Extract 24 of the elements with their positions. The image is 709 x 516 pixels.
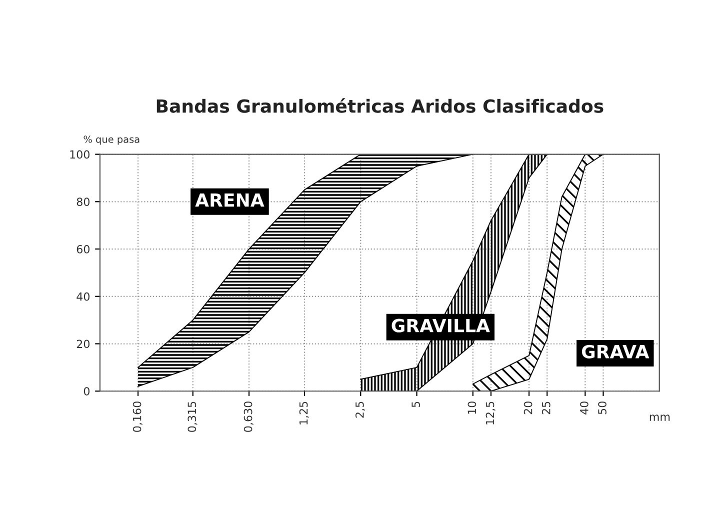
y-tick-label: 80 (76, 198, 90, 206)
x-axis-title: mm (650, 414, 670, 421)
series-label: GRAVILLA (392, 318, 490, 332)
x-tick-label: 25 (542, 402, 550, 414)
x-tick-label: 10 (468, 402, 476, 414)
x-tick-label: 40 (580, 402, 588, 414)
x-tick-label: 2,5 (355, 402, 365, 418)
x-tick-label: 20 (524, 402, 532, 414)
y-tick-label: 100 (70, 150, 90, 159)
x-tick-label: 12,5 (486, 402, 496, 424)
x-tick-label: 0,630 (244, 402, 254, 432)
text: GRAVA (582, 344, 650, 358)
y-tick-label: 40 (76, 292, 90, 301)
x-tick-label: 0,315 (188, 402, 198, 432)
series-label: ARENA (195, 193, 264, 207)
y-tick-label: 20 (76, 340, 90, 348)
y-axis-title: % que pasa (84, 136, 140, 145)
x-tick-label: 1,25 (299, 402, 309, 424)
x-tick-label: 50 (598, 402, 606, 414)
x-tick-label: 5 (412, 402, 420, 408)
y-tick-label: 0 (84, 387, 90, 396)
chart-title: Bandas Granulométricas Aridos Clasificados (156, 98, 604, 113)
y-tick-label: 60 (76, 244, 90, 254)
x-tick-label: 0,160 (132, 402, 142, 432)
